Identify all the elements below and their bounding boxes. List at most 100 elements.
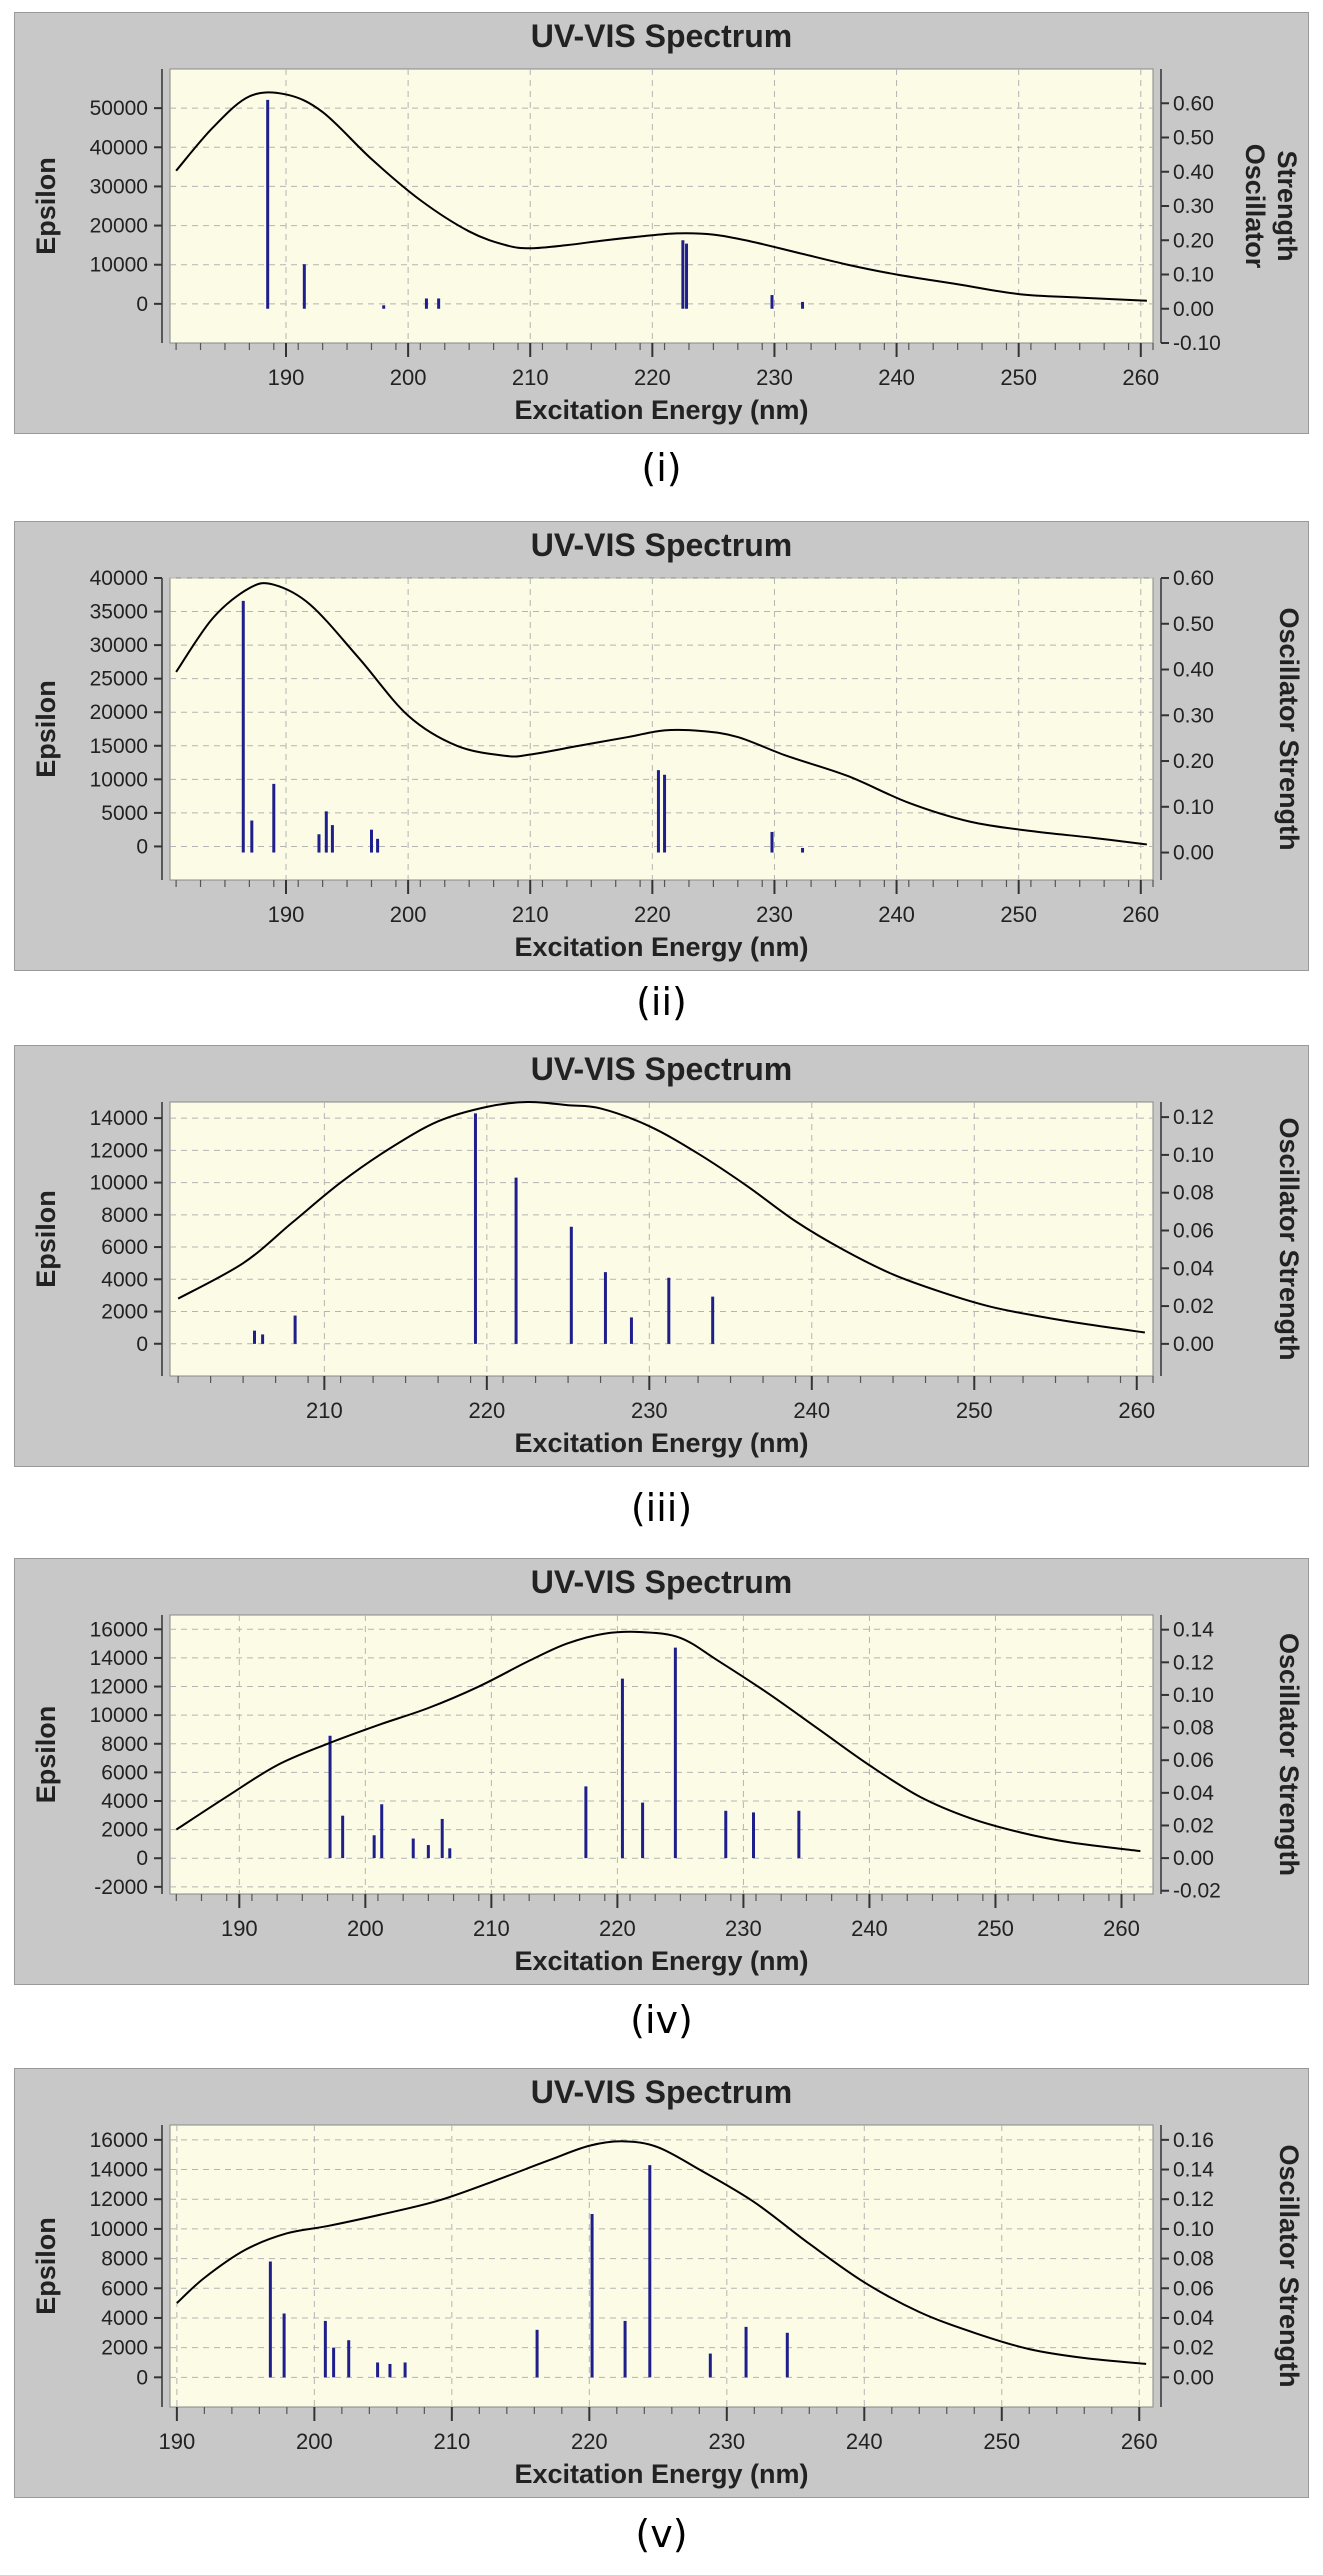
y-tick-label: 8000 xyxy=(101,1733,148,1756)
y-tick-label: 10000 xyxy=(90,1704,148,1727)
y-tick-label: 14000 xyxy=(90,1647,148,1670)
y-tick-label: 10000 xyxy=(90,1172,148,1195)
y2-tick-label: 0.20 xyxy=(1173,750,1214,773)
absorption-curve xyxy=(177,1100,1146,1334)
x-tick-label: 260 xyxy=(1121,2429,1158,2454)
y2-tick-label: 0.14 xyxy=(1173,1619,1214,1642)
y2-tick-label: -0.10 xyxy=(1173,332,1221,355)
x-tick-label: 210 xyxy=(433,2429,470,2454)
x-tick-label: 260 xyxy=(1103,1916,1140,1941)
y2-tick-label: 0.00 xyxy=(1173,1847,1214,1870)
y2-tick-label: 0.30 xyxy=(1173,195,1214,218)
y-tick-label: 30000 xyxy=(90,175,148,198)
y-tick-label: 6000 xyxy=(101,1236,148,1259)
y-tick-label: 5000 xyxy=(101,802,148,825)
y-tick-label: 6000 xyxy=(101,1761,148,1784)
y2-tick-label: 0.04 xyxy=(1173,1782,1214,1805)
x-tick-label: 250 xyxy=(1000,902,1037,927)
spectrum-chart-4: UV-VIS Spectrum 190 200 210 220 230 240 250 260 1… xyxy=(31,1564,1304,1976)
y-tick-label: 12000 xyxy=(90,2188,148,2211)
absorption-curve xyxy=(175,1630,1141,1853)
chart-title: UV-VIS Spectrum xyxy=(531,527,792,563)
y-tick-label: 8000 xyxy=(101,2248,148,2271)
y2-axis-label: Strength xyxy=(1272,151,1302,262)
y-tick-label: 25000 xyxy=(90,668,148,691)
x-tick-label: 240 xyxy=(793,1398,830,1423)
x-tick-label: 220 xyxy=(571,2429,608,2454)
chart-title: UV-VIS Spectrum xyxy=(531,18,792,54)
y2-tick-label: 0.14 xyxy=(1173,2159,1214,2182)
x-tick-label: 220 xyxy=(634,365,671,390)
spectrum-panel-5: UV-VIS Spectrum 190 200 210 220 230 240 250 260 1… xyxy=(14,2068,1309,2498)
plot-area xyxy=(169,577,1154,881)
y2-tick-label: 0.40 xyxy=(1173,659,1214,682)
x-axis-label: Excitation Energy (nm) xyxy=(514,1428,808,1458)
caption-2: (ii) xyxy=(636,980,687,1024)
y2-tick-label: 0.06 xyxy=(1173,2277,1214,2300)
spectrum-chart-1: UV-VIS Spectrum 190 200 210 220 230 240 250 260 5… xyxy=(31,18,1302,425)
y2-tick-label: 0.12 xyxy=(1173,1651,1214,1674)
y2-tick-label: 0.50 xyxy=(1173,613,1214,636)
x-tick-label: 200 xyxy=(296,2429,333,2454)
spectrum-panel-3: UV-VIS Spectrum 210 220 230 240 250 260 14000 12… xyxy=(14,1045,1309,1467)
y2-tick-label: 0.20 xyxy=(1173,229,1214,252)
x-axis-label: Excitation Energy (nm) xyxy=(514,395,808,425)
y-tick-label: 12000 xyxy=(90,1676,148,1699)
y-tick-label: 50000 xyxy=(90,97,148,120)
spectrum-panel-4: UV-VIS Spectrum 190 200 210 220 230 240 250 260 1… xyxy=(14,1558,1309,1985)
plot-area xyxy=(169,68,1154,344)
x-tick-label: 250 xyxy=(1000,365,1037,390)
y-tick-label: 0 xyxy=(136,1847,148,1870)
x-axis-label: Excitation Energy (nm) xyxy=(514,1946,808,1976)
y2-tick-label: 0.02 xyxy=(1173,1295,1214,1318)
y2-tick-label: 0.40 xyxy=(1173,161,1214,184)
y2-tick-label: -0.02 xyxy=(1173,1880,1221,1903)
x-tick-label: 250 xyxy=(956,1398,993,1423)
y2-tick-label: 0.60 xyxy=(1173,92,1214,115)
y2-axis-label: Oscillator Strength xyxy=(1274,2144,1304,2387)
y2-tick-label: 0.02 xyxy=(1173,2337,1214,2360)
y-tick-label: 10000 xyxy=(90,2218,148,2241)
y-axis-label: Epsilon xyxy=(31,1190,61,1288)
x-tick-label: 210 xyxy=(473,1916,510,1941)
chart-title: UV-VIS Spectrum xyxy=(531,1564,792,1600)
y-tick-label: -2000 xyxy=(94,1876,148,1899)
y-tick-label: 10000 xyxy=(90,768,148,791)
y-tick-label: 12000 xyxy=(90,1139,148,1162)
absorption-curve xyxy=(176,2140,1147,2365)
caption-5: (v) xyxy=(635,2512,688,2556)
x-tick-label: 230 xyxy=(708,2429,745,2454)
y2-tick-label: 0.10 xyxy=(1173,796,1214,819)
y-tick-label: 20000 xyxy=(90,215,148,238)
y2-tick-label: 0.10 xyxy=(1173,1144,1214,1167)
y2-tick-label: 0.02 xyxy=(1173,1814,1214,1837)
x-tick-label: 250 xyxy=(983,2429,1020,2454)
y2-tick-label: 0.04 xyxy=(1173,2307,1214,2330)
y-tick-label: 40000 xyxy=(90,136,148,159)
x-tick-label: 260 xyxy=(1122,902,1159,927)
caption-3: (iii) xyxy=(630,1486,693,1530)
spectrum-chart-2: UV-VIS Spectrum 190 200 210 220 230 240 250 260 4… xyxy=(31,527,1304,962)
x-tick-label: 230 xyxy=(631,1398,668,1423)
y-tick-label: 16000 xyxy=(90,2129,148,2152)
y-tick-label: 4000 xyxy=(101,1790,148,1813)
chart-title: UV-VIS Spectrum xyxy=(531,1051,792,1087)
y-axis-label: Epsilon xyxy=(31,680,61,778)
y2-tick-label: 0.06 xyxy=(1173,1749,1214,1772)
y-axis-label: Epsilon xyxy=(31,2217,61,2315)
x-tick-label: 190 xyxy=(221,1916,258,1941)
plot-area xyxy=(169,1614,1154,1895)
y2-axis-label: Oscillator xyxy=(1240,144,1270,269)
absorption-curve xyxy=(175,582,1148,846)
y-tick-label: 0 xyxy=(136,1333,148,1356)
y-tick-label: 35000 xyxy=(90,601,148,624)
y-tick-label: 14000 xyxy=(90,1107,148,1130)
y-axis-label: Epsilon xyxy=(31,1706,61,1804)
x-axis-label: Excitation Energy (nm) xyxy=(514,2459,808,2489)
x-tick-label: 200 xyxy=(390,365,427,390)
y2-tick-label: 0.50 xyxy=(1173,127,1214,150)
x-tick-label: 230 xyxy=(756,902,793,927)
y2-tick-label: 0.00 xyxy=(1173,2366,1214,2389)
y-tick-label: 40000 xyxy=(90,567,148,590)
x-tick-label: 190 xyxy=(268,902,305,927)
